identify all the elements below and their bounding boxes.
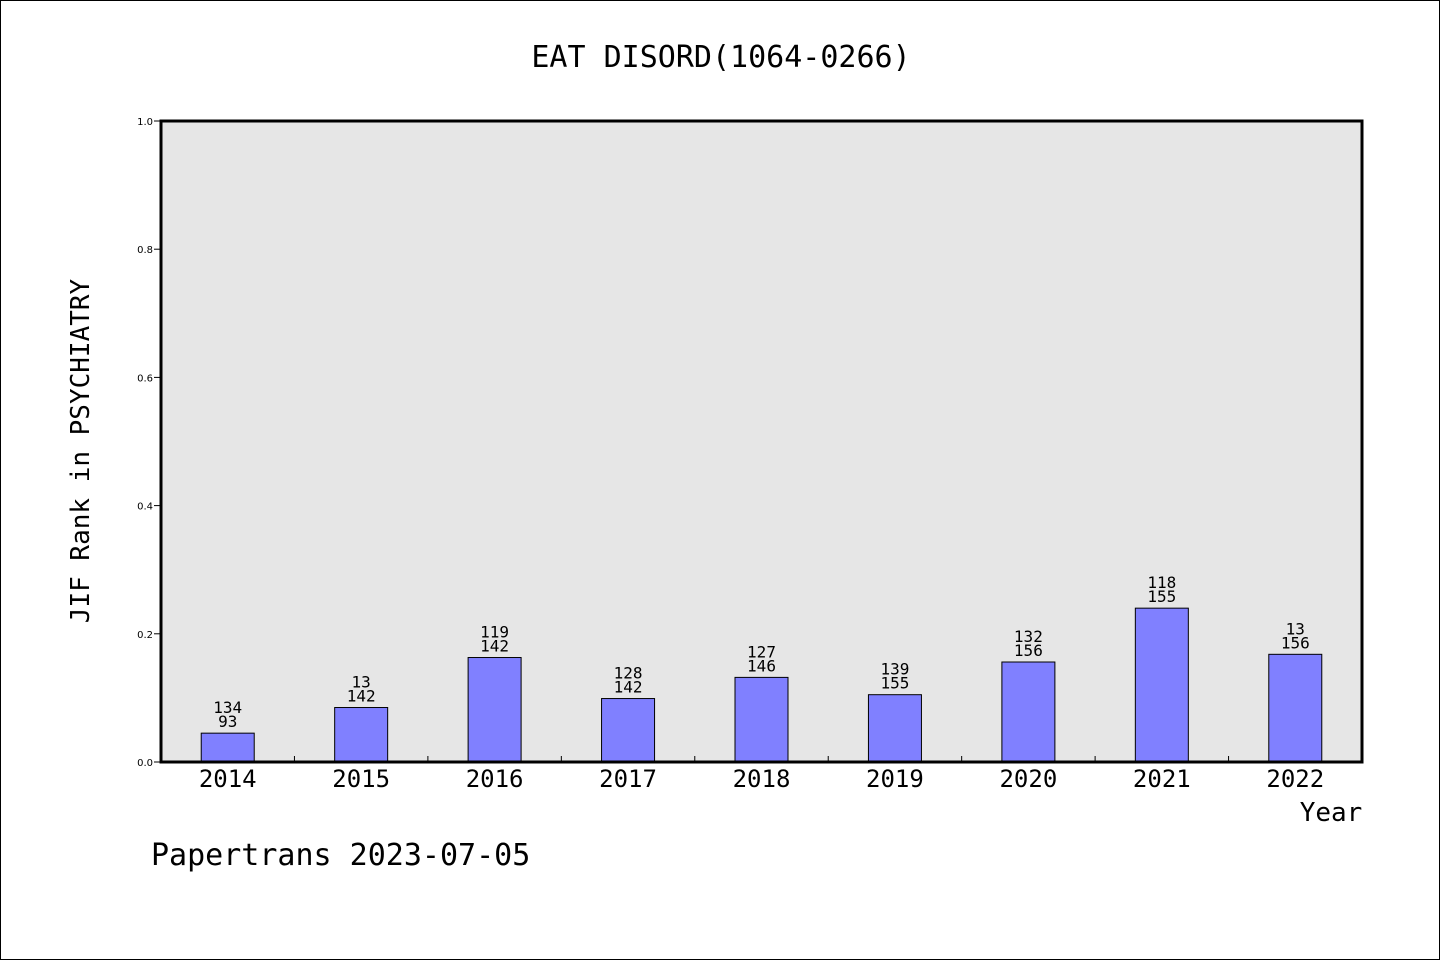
- data-label-rank: 13: [352, 673, 371, 692]
- data-label-rank: 139: [880, 660, 909, 679]
- x-tick-label: 2014: [199, 765, 257, 793]
- x-tick-label: 2021: [1133, 765, 1191, 793]
- data-label-rank: 119: [480, 623, 509, 642]
- data-label-rank: 13: [1286, 619, 1305, 638]
- y-tick-label: 0.6: [137, 373, 153, 384]
- x-tick-label: 2015: [332, 765, 390, 793]
- y-tick-label: 0.8: [137, 245, 153, 256]
- y-tick-label: 0.0: [137, 758, 153, 769]
- y-tick-label: 1.0: [137, 117, 153, 128]
- y-tick-label: 0.4: [137, 502, 153, 513]
- bar-2020: [1001, 661, 1056, 763]
- bar-2016: [467, 657, 522, 763]
- data-label-total: 142: [614, 678, 643, 697]
- x-tick-label: 2022: [1266, 765, 1324, 793]
- data-label-total: 155: [1147, 587, 1176, 606]
- bar-2019: [867, 694, 922, 763]
- bar-2021: [1134, 607, 1189, 763]
- plot-frame: [159, 119, 1364, 764]
- data-label-total: 155: [880, 674, 909, 693]
- data-label-total: 142: [347, 687, 376, 706]
- chart-title: EAT DISORD(1064-0266): [531, 40, 910, 75]
- bar-2017: [601, 698, 656, 763]
- x-tick-label: 2018: [733, 765, 791, 793]
- data-label-rank: 128: [614, 664, 643, 683]
- bar-2018: [734, 676, 789, 763]
- y-axis-label: JIF Rank in PSYCHIATRY: [66, 278, 96, 623]
- data-label-rank: 132: [1014, 627, 1043, 646]
- data-label-rank: 118: [1147, 573, 1176, 592]
- x-tick-label: 2019: [866, 765, 924, 793]
- data-label-total: 156: [1014, 641, 1043, 660]
- data-label-total: 142: [480, 637, 509, 656]
- bar-2015: [334, 707, 389, 763]
- data-label-rank: 134: [213, 698, 242, 717]
- data-label-total: 93: [218, 712, 237, 731]
- x-tick-label: 2017: [599, 765, 657, 793]
- x-axis-ticks: 2014 2015 2016 2017 2018 2019 2020 2021 2022: [199, 756, 1324, 793]
- bar-2014: [200, 732, 255, 763]
- y-axis-ticks: 0.0 0.2 0.4 0.6 0.8 1.0: [137, 117, 161, 769]
- footer-watermark: Papertrans 2023-07-05: [151, 838, 530, 873]
- data-label-total: 146: [747, 656, 776, 675]
- y-tick-label: 0.2: [137, 630, 153, 641]
- data-label-total: 156: [1281, 633, 1310, 652]
- x-tick-label: 2016: [466, 765, 524, 793]
- bar-series: [200, 607, 1323, 763]
- bar-2022: [1268, 653, 1323, 763]
- x-tick-label: 2020: [999, 765, 1057, 793]
- data-label-rank: 127: [747, 642, 776, 661]
- x-axis-label: Year: [1300, 798, 1363, 828]
